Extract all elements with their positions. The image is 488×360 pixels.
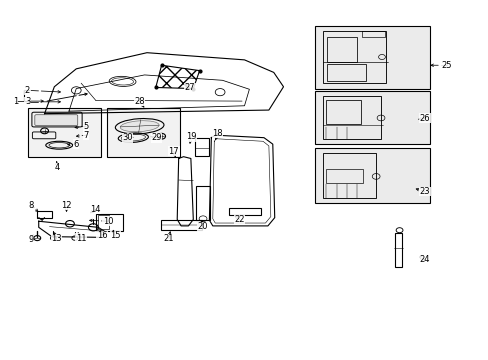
Text: 5: 5: [83, 122, 88, 131]
Bar: [315, 91, 429, 144]
Text: 9: 9: [28, 235, 34, 244]
Bar: [37, 211, 52, 218]
Ellipse shape: [120, 121, 159, 132]
Text: 21: 21: [163, 234, 174, 243]
Text: 23: 23: [419, 187, 429, 196]
Bar: [327, 64, 366, 81]
Text: 14: 14: [90, 205, 101, 214]
Text: 28: 28: [134, 96, 144, 105]
Bar: [322, 153, 375, 198]
Bar: [315, 26, 429, 89]
Bar: [160, 220, 202, 230]
Text: 7: 7: [83, 131, 88, 140]
Text: 8: 8: [28, 201, 34, 210]
Bar: [315, 148, 429, 203]
Text: 13: 13: [51, 234, 62, 243]
Text: 11: 11: [76, 234, 86, 243]
Text: 30: 30: [122, 133, 133, 142]
FancyBboxPatch shape: [35, 115, 78, 126]
Bar: [326, 168, 362, 183]
Text: 12: 12: [61, 201, 72, 210]
Text: 10: 10: [102, 217, 113, 226]
Bar: [322, 31, 385, 83]
Text: 3: 3: [25, 97, 30, 106]
Text: 24: 24: [419, 255, 429, 264]
Text: 1: 1: [13, 96, 18, 105]
Bar: [107, 108, 180, 157]
Bar: [228, 208, 260, 215]
Text: 27: 27: [184, 83, 195, 92]
Polygon shape: [156, 65, 199, 89]
Bar: [394, 233, 402, 267]
Bar: [96, 214, 122, 231]
Text: 4: 4: [54, 163, 59, 172]
Bar: [27, 108, 101, 157]
Text: 2: 2: [25, 86, 30, 95]
Text: 18: 18: [212, 129, 223, 138]
Text: 19: 19: [185, 132, 196, 141]
Text: 26: 26: [419, 114, 429, 123]
Text: 22: 22: [234, 215, 244, 224]
Text: 16: 16: [97, 231, 107, 240]
Bar: [98, 215, 109, 229]
Text: 15: 15: [110, 231, 120, 240]
Text: 6: 6: [73, 140, 79, 149]
Bar: [194, 138, 209, 156]
Text: 25: 25: [441, 61, 451, 70]
Bar: [195, 186, 210, 220]
Bar: [327, 37, 356, 62]
Text: 29: 29: [151, 133, 162, 142]
Bar: [326, 100, 360, 125]
Text: 20: 20: [198, 222, 208, 231]
Bar: [322, 96, 380, 139]
Text: 17: 17: [168, 147, 179, 156]
